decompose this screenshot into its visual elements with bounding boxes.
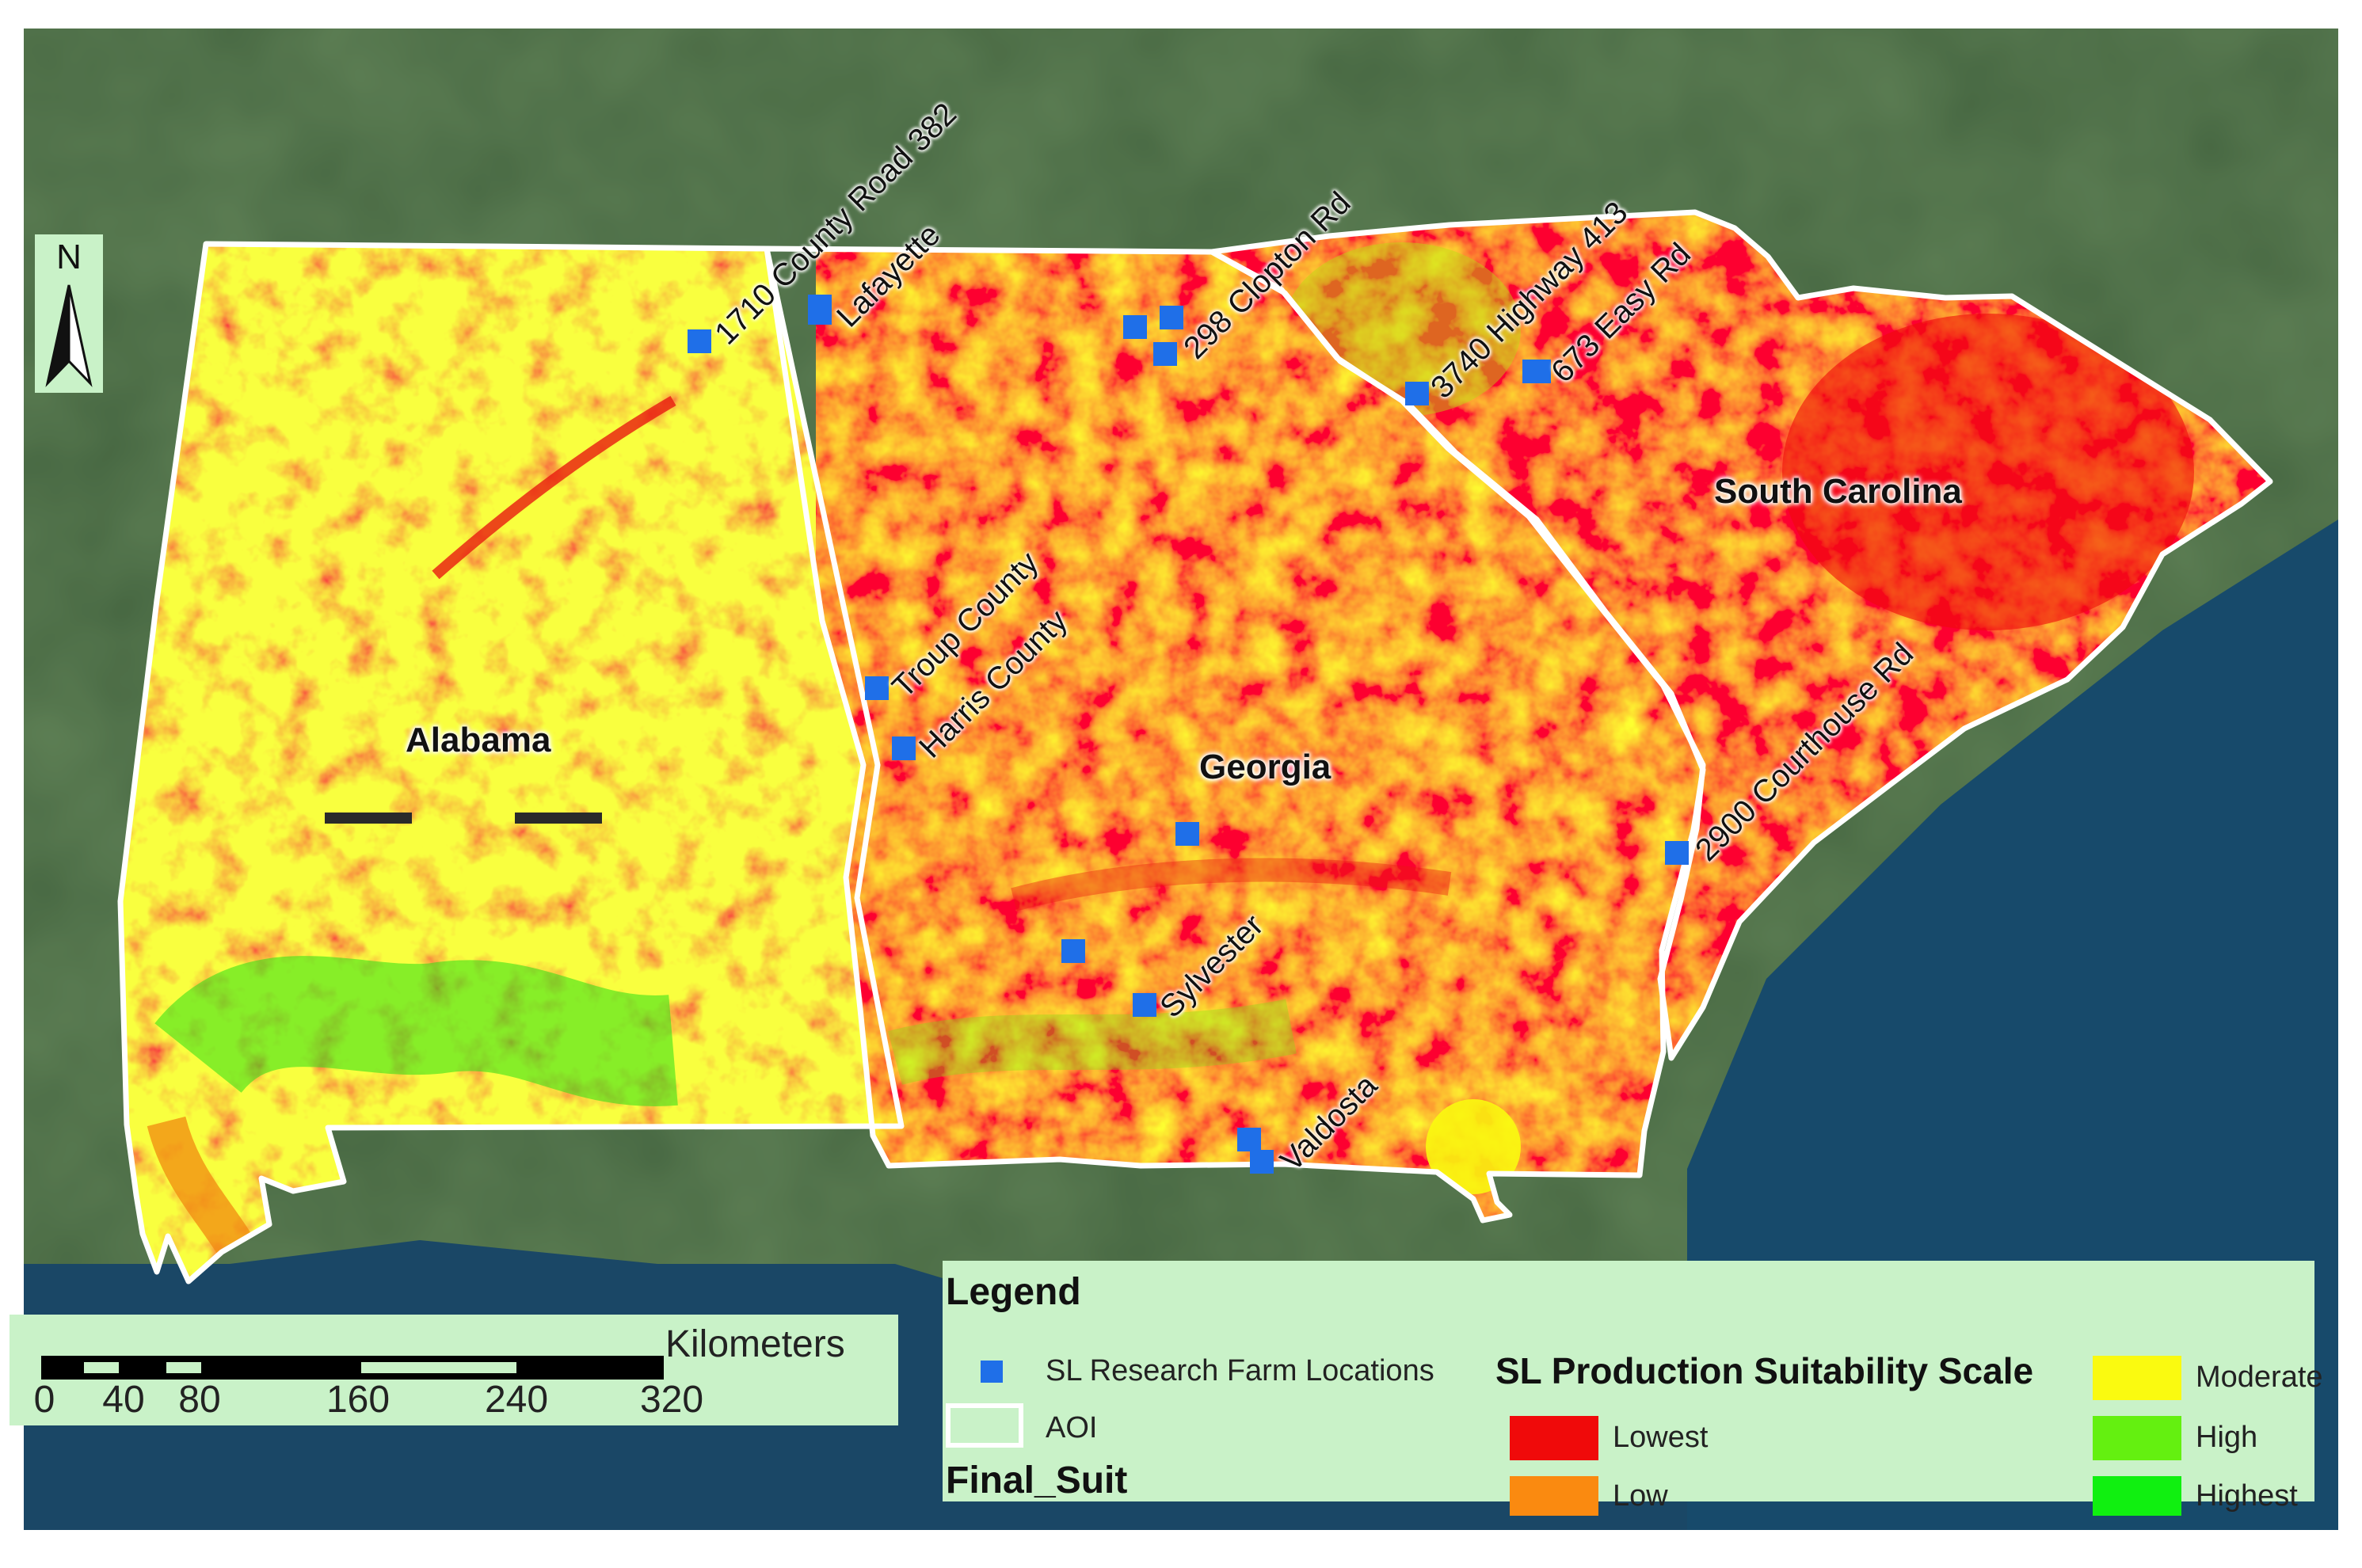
farm-marker-clopton-rd[interactable] — [1153, 342, 1177, 366]
scale-tick: 320 — [639, 1379, 704, 1421]
scale-bar-unit: Kilometers — [665, 1323, 845, 1365]
farm-marker-troup-county[interactable] — [865, 676, 889, 700]
scale-bar: Kilometers 0 40 80 160 240 320 — [10, 1315, 898, 1425]
farm-marker-highway-413[interactable] — [1405, 382, 1429, 405]
legend-swatch-lowest — [1510, 1416, 1598, 1460]
farm-marker-courthouse-rd[interactable] — [1665, 841, 1689, 865]
farm-marker-valdosta-north[interactable] — [1237, 1128, 1261, 1151]
farm-marker-central-georgia[interactable] — [1175, 822, 1199, 846]
legend-swatch-highest — [2093, 1476, 2181, 1516]
aoi-alabama — [117, 241, 905, 1284]
farm-marker-clopton-rd-north[interactable] — [1160, 306, 1183, 329]
legend-field-name: Final_Suit — [946, 1460, 1128, 1501]
farm-marker-lafayette[interactable] — [808, 295, 832, 325]
north-arrow: N — [35, 234, 103, 393]
legend-aoi-swatch — [946, 1403, 1023, 1448]
scale-tick: 40 — [102, 1379, 145, 1421]
legend-farm-marker-swatch — [981, 1361, 1003, 1383]
legend-label-low: Low — [1613, 1479, 1668, 1513]
legend-farm-locations-label: SL Research Farm Locations — [1046, 1354, 1434, 1387]
legend-swatch-high — [2093, 1416, 2181, 1460]
state-label-south-carolina: South Carolina — [1714, 472, 1962, 511]
scale-tick: 0 — [33, 1379, 55, 1421]
scale-bar-graphic — [41, 1356, 664, 1380]
state-label-alabama: Alabama — [406, 721, 551, 759]
scale-tick: 240 — [484, 1379, 549, 1421]
farm-marker-clopton-rd-west[interactable] — [1123, 315, 1147, 339]
legend-label-high: High — [2196, 1421, 2258, 1454]
legend-swatch-moderate — [2093, 1356, 2181, 1400]
scale-tick: 160 — [326, 1379, 390, 1421]
farm-marker-easy-rd[interactable] — [1522, 360, 1551, 383]
legend-aoi-label: AOI — [1046, 1411, 1098, 1444]
farm-marker-harris-county[interactable] — [892, 736, 916, 760]
farm-marker-valdosta[interactable] — [1250, 1150, 1274, 1174]
scale-tick: 80 — [178, 1379, 221, 1421]
north-arrow-icon — [45, 284, 93, 387]
legend-label-lowest: Lowest — [1613, 1421, 1709, 1454]
state-label-georgia: Georgia — [1199, 748, 1331, 786]
aoi-south-carolina — [1209, 209, 2273, 1061]
farm-marker-sylvester[interactable] — [1133, 993, 1156, 1017]
legend-scale-title: SL Production Suitability Scale — [1495, 1350, 2034, 1391]
legend: Legend SL Research Farm Locations AOI Fi… — [943, 1261, 2323, 1516]
legend-title: Legend — [946, 1271, 1081, 1313]
legend-label-moderate: Moderate — [2196, 1361, 2323, 1394]
farm-marker-county-road-382[interactable] — [688, 329, 711, 353]
alabama-suitability-raster — [120, 244, 901, 1281]
legend-swatch-low — [1510, 1476, 1598, 1516]
farm-marker-southwest-georgia[interactable] — [1061, 939, 1085, 963]
aoi-boundaries — [117, 209, 2273, 1284]
north-arrow-letter: N — [56, 238, 82, 276]
legend-label-highest: Highest — [2196, 1479, 2298, 1513]
